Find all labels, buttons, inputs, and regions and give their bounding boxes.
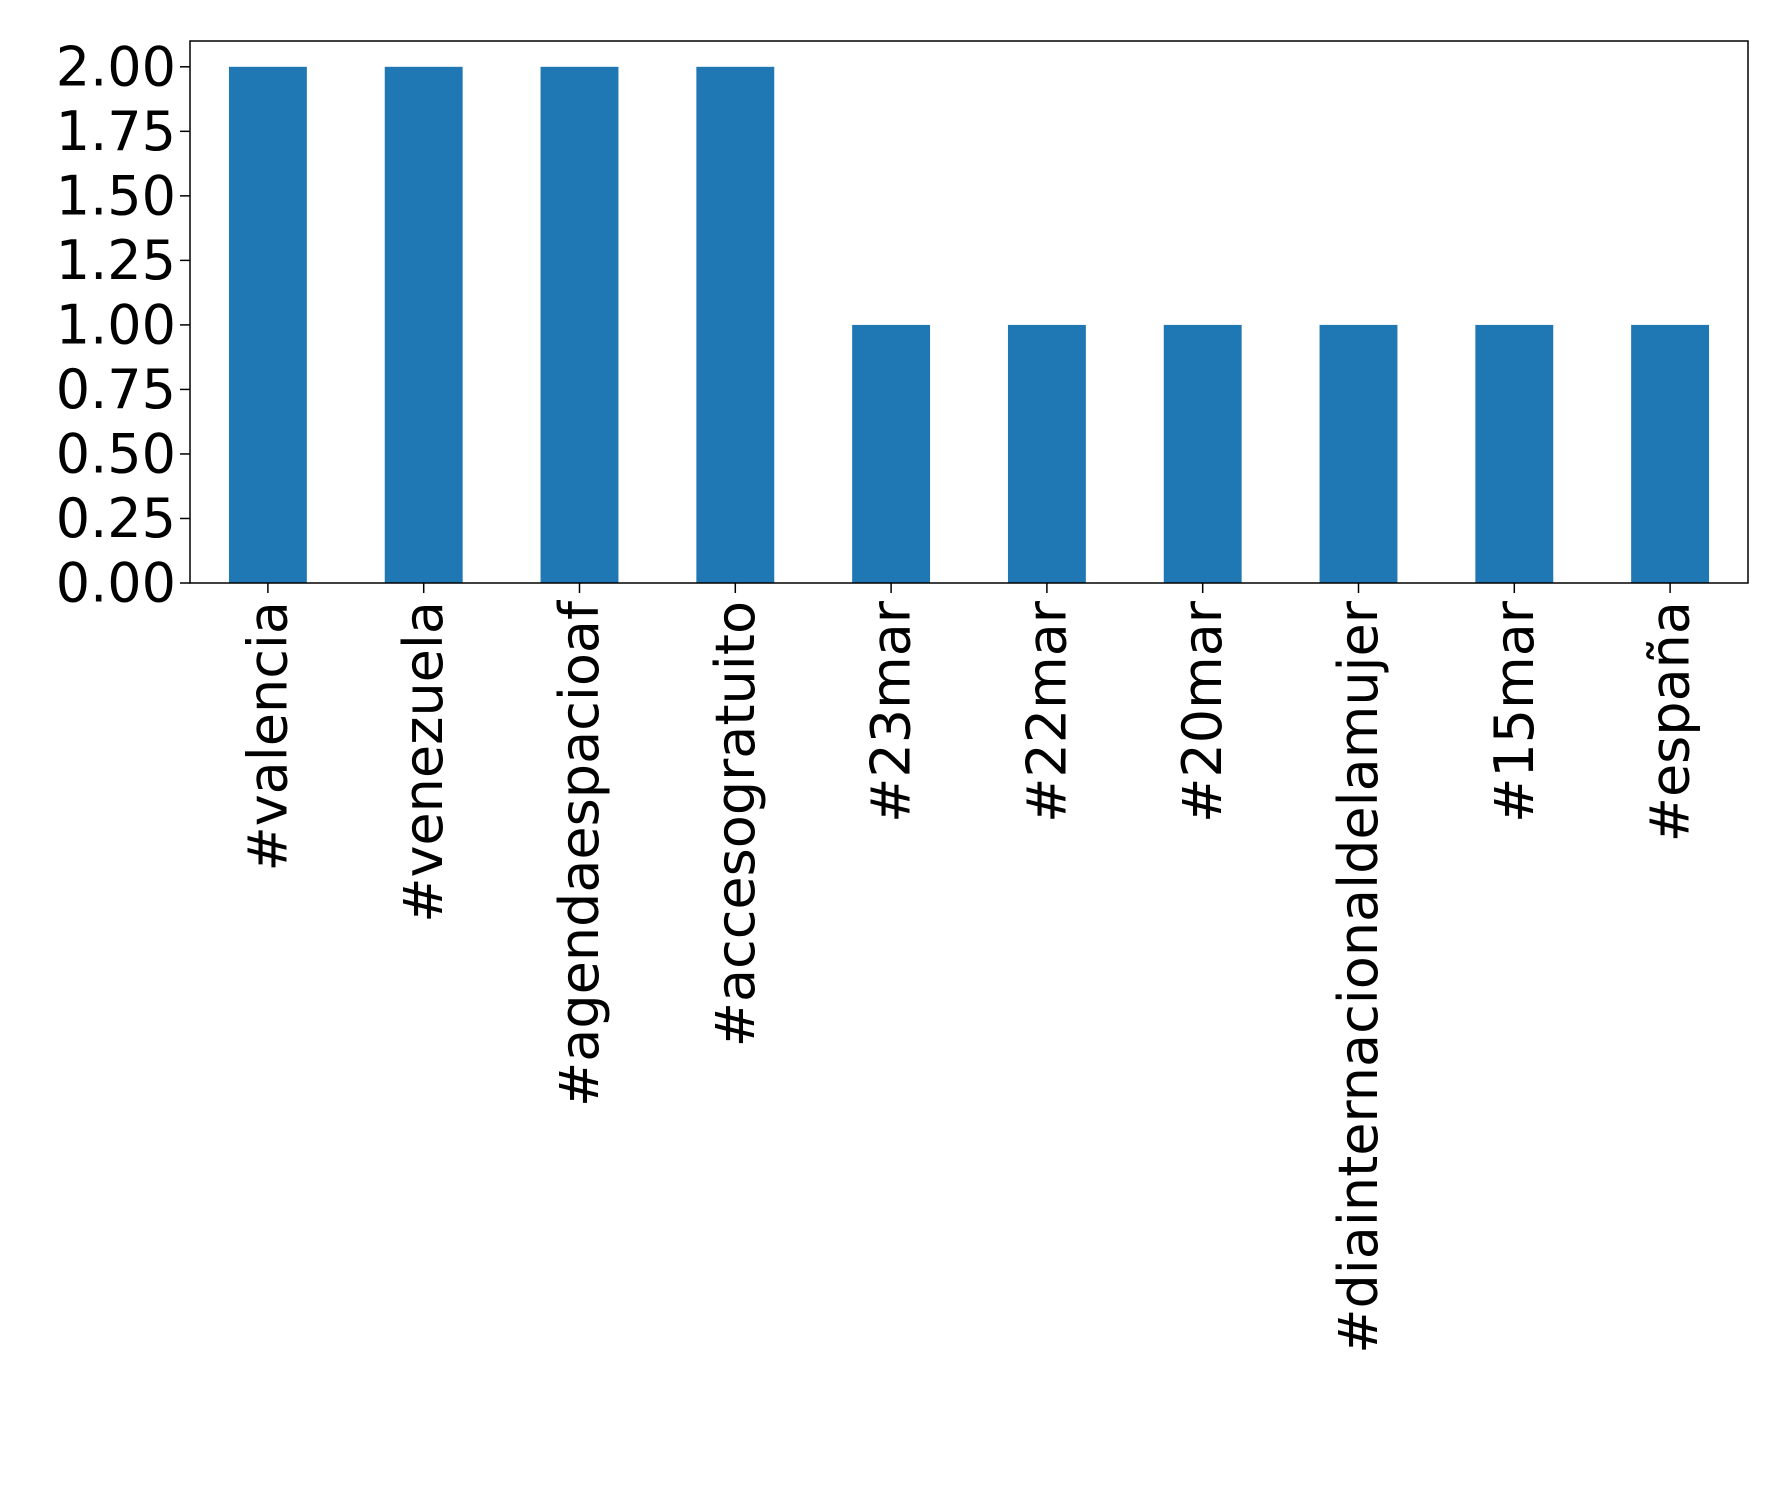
x-tick-label: #españa: [1639, 601, 1702, 842]
bar: [1319, 324, 1398, 583]
y-tick-label: 1.50: [56, 164, 176, 227]
x-tick-label: #agendaespacioaf: [548, 599, 611, 1107]
x-axis: #valencia #venezuela #agendaespacioaf #acce…: [236, 583, 1702, 1354]
x-tick-label: #22mar: [1015, 600, 1078, 823]
x-tick-label: #valencia: [236, 601, 299, 872]
plot-frame: [189, 40, 1749, 584]
bars: [228, 66, 1710, 584]
x-tick-label: #23mar: [860, 600, 923, 823]
x-tick-label: #diainternacionaldelamujer: [1327, 600, 1390, 1354]
y-tick-label: 1.75: [56, 100, 176, 163]
y-tick-label: 1.25: [56, 229, 176, 292]
x-tick-label: #venezuela: [392, 601, 455, 923]
bar: [1631, 324, 1710, 583]
y-tick-label: 0.50: [56, 422, 176, 485]
y-tick-label: 1.00: [56, 293, 176, 356]
bar: [228, 66, 307, 584]
bar: [540, 66, 619, 584]
x-tick-label: #15mar: [1483, 600, 1546, 823]
bar: [1007, 324, 1086, 583]
y-tick-label: 2.00: [56, 35, 176, 98]
x-tick-label: #20mar: [1171, 600, 1234, 823]
bar: [1163, 324, 1242, 583]
bar: [384, 66, 463, 584]
bar: [696, 66, 775, 584]
bar: [1475, 324, 1554, 583]
y-axis: 0.000.250.500.751.001.251.501.752.00: [56, 35, 190, 615]
y-tick-label: 0.75: [56, 358, 176, 421]
bar: [852, 324, 931, 583]
y-tick-label: 0.25: [56, 487, 176, 550]
y-tick-label: 0.00: [56, 552, 176, 615]
x-tick-label: #accesogratuito: [704, 601, 767, 1047]
